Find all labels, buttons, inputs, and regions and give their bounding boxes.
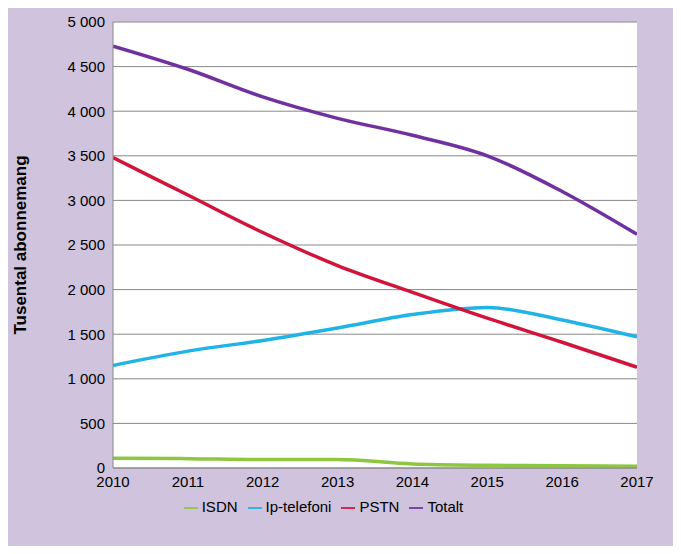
svg-text:2012: 2012 — [246, 473, 279, 490]
svg-text:2017: 2017 — [620, 473, 653, 490]
svg-text:4 500: 4 500 — [67, 58, 105, 75]
svg-text:2 500: 2 500 — [67, 236, 105, 253]
svg-text:2010: 2010 — [96, 472, 130, 490]
html-text:Ip-telefoni: Ip-telefoni — [265, 498, 332, 515]
svg-text:2014: 2014 — [396, 473, 429, 490]
svg-text:2013: 2013 — [321, 473, 354, 490]
svg-text:5 000: 5 000 — [67, 13, 105, 30]
svg-text:3 500: 3 500 — [67, 147, 105, 164]
svg-text:500: 500 — [80, 415, 105, 432]
svg-text:1 000: 1 000 — [67, 370, 105, 387]
svg-text:4 000: 4 000 — [67, 103, 105, 120]
html-text:PSTN: PSTN — [359, 498, 400, 515]
html-text:Totalt: Totalt — [427, 498, 464, 515]
svg-text:1 500: 1 500 — [67, 326, 105, 343]
svg-text:2 000: 2 000 — [67, 281, 105, 298]
svg-text:Tusental abonnemang: Tusental abonnemang — [11, 155, 30, 334]
html-text:ISDN: ISDN — [201, 498, 238, 515]
svg-text:2016: 2016 — [545, 473, 578, 490]
svg-text:2011: 2011 — [172, 473, 204, 490]
svg-text:2015: 2015 — [471, 473, 504, 490]
svg-text:3 000: 3 000 — [67, 192, 105, 209]
svg-text:0: 0 — [97, 459, 105, 476]
